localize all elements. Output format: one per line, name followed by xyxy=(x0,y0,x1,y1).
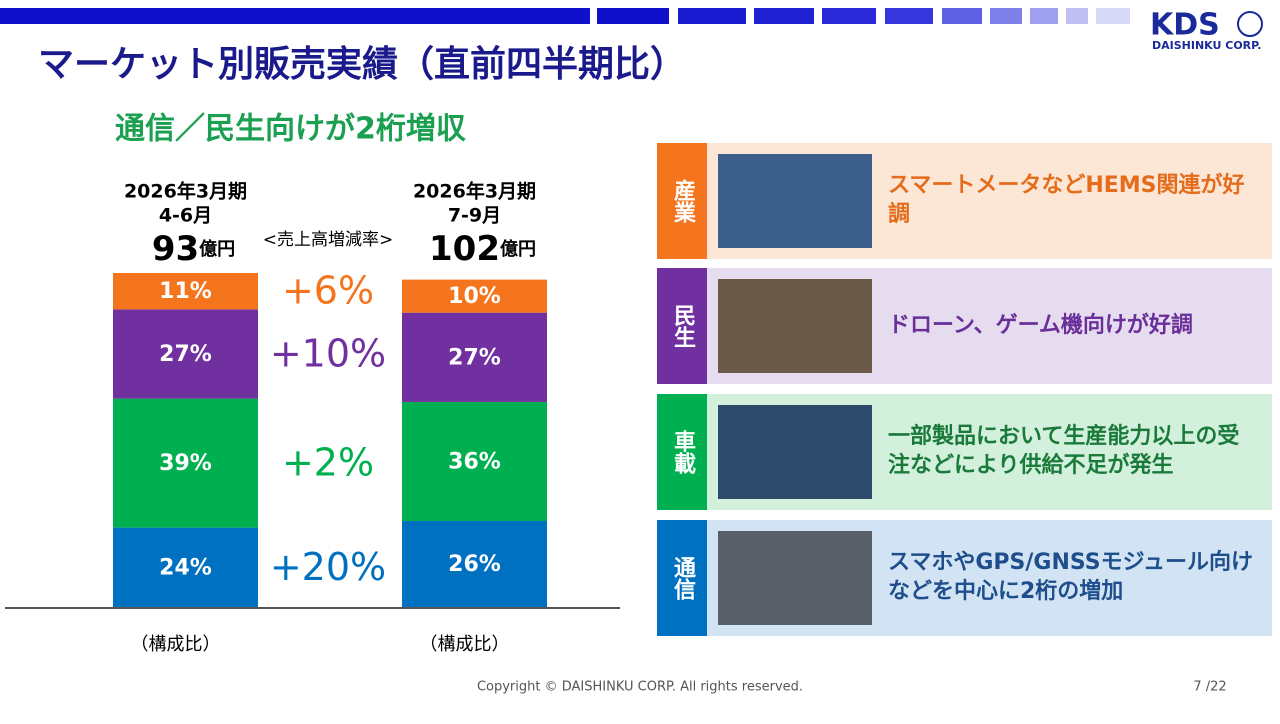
total-value: 102 xyxy=(429,229,500,269)
stripe xyxy=(1096,8,1130,24)
growth-label: +2% xyxy=(282,441,374,485)
total-unit: 億円 xyxy=(199,238,235,260)
growth-header: <売上高増減率> xyxy=(263,230,394,250)
bar-segment xyxy=(113,273,258,310)
subtitle: 通信／民生向けが2桁増収 xyxy=(115,112,467,147)
logo-text: DAISHINKU CORP. xyxy=(1152,39,1261,52)
stripe xyxy=(822,8,876,24)
panel-label: 産業 xyxy=(670,178,696,223)
bar-segment xyxy=(402,312,547,402)
panel-text: スマホやGPS/GNSSモジュール向けなどを中心に2桁の増加 xyxy=(888,550,1254,604)
total-unit: 億円 xyxy=(500,238,536,260)
category-label: 4-6月 xyxy=(159,205,212,227)
stripe xyxy=(990,8,1022,24)
fiscal-year: 2026年3月期 xyxy=(413,180,536,203)
panel-image xyxy=(718,531,872,625)
value-label: 26% xyxy=(448,552,501,577)
growth-label: +10% xyxy=(270,332,386,376)
stripe xyxy=(597,8,669,24)
growth-label: +20% xyxy=(270,545,386,589)
panel-image xyxy=(718,154,872,248)
value-label: 27% xyxy=(159,342,212,367)
stripe xyxy=(678,8,746,24)
panel-label-box xyxy=(657,143,707,259)
value-label: 36% xyxy=(448,449,501,474)
total-value: 93 xyxy=(152,229,199,269)
panel-label: 車載 xyxy=(670,430,696,475)
total: 93億円 xyxy=(152,229,235,269)
panel-text-box: ドローン、ゲーム機向けが好調 xyxy=(888,312,1193,338)
panel-label-box xyxy=(657,520,707,636)
panel-label-box xyxy=(657,394,707,510)
copyright: Copyright © DAISHINKU CORP. All rights r… xyxy=(477,680,803,695)
stripe xyxy=(1066,8,1088,24)
stripe xyxy=(754,8,814,24)
bar-segment xyxy=(402,279,547,313)
growth-label: +6% xyxy=(282,269,374,313)
stripe xyxy=(1030,8,1058,24)
composition-label: （構成比） xyxy=(420,634,510,655)
panel-text-box: スマートメータなどHEMS関連が好調 xyxy=(888,173,1245,227)
panel-text: ドローン、ゲーム機向けが好調 xyxy=(888,312,1193,338)
panel-image xyxy=(718,405,872,499)
panel-text-box: スマホやGPS/GNSSモジュール向けなどを中心に2桁の増加 xyxy=(888,550,1254,604)
fiscal-year: 2026年3月期 xyxy=(124,180,247,203)
panel-label: 通信 xyxy=(670,556,696,600)
value-label: 39% xyxy=(159,451,212,476)
page-number: 7 /22 xyxy=(1193,680,1226,695)
category-label: 7-9月 xyxy=(448,205,501,227)
total: 102億円 xyxy=(429,229,536,269)
value-label: 11% xyxy=(159,279,212,304)
panel-label-box xyxy=(657,268,707,384)
stripe xyxy=(885,8,933,24)
panel-text-box: 一部製品において生産能力以上の受注などにより供給不足が発生 xyxy=(888,424,1240,478)
panel-text: スマートメータなどHEMS関連が好調 xyxy=(888,173,1245,227)
title: マーケット別販売実績（直前四半期比） xyxy=(38,44,686,85)
bar-segment xyxy=(113,527,258,607)
bar-segment xyxy=(402,401,547,522)
bar-segment xyxy=(113,398,258,528)
panel-text: 一部製品において生産能力以上の受注などにより供給不足が発生 xyxy=(888,424,1240,478)
logo-mark xyxy=(1237,11,1263,37)
value-label: 27% xyxy=(448,345,501,370)
composition-label: （構成比） xyxy=(131,634,221,655)
panel-image xyxy=(718,279,872,373)
value-label: 24% xyxy=(159,555,212,580)
stripe xyxy=(942,8,982,24)
logo: KDS xyxy=(1150,8,1220,43)
stripe xyxy=(0,8,590,24)
bar-segment xyxy=(113,309,258,399)
bar-segment xyxy=(402,521,547,607)
panel-label: 民生 xyxy=(670,304,696,348)
value-label: 10% xyxy=(448,284,501,309)
